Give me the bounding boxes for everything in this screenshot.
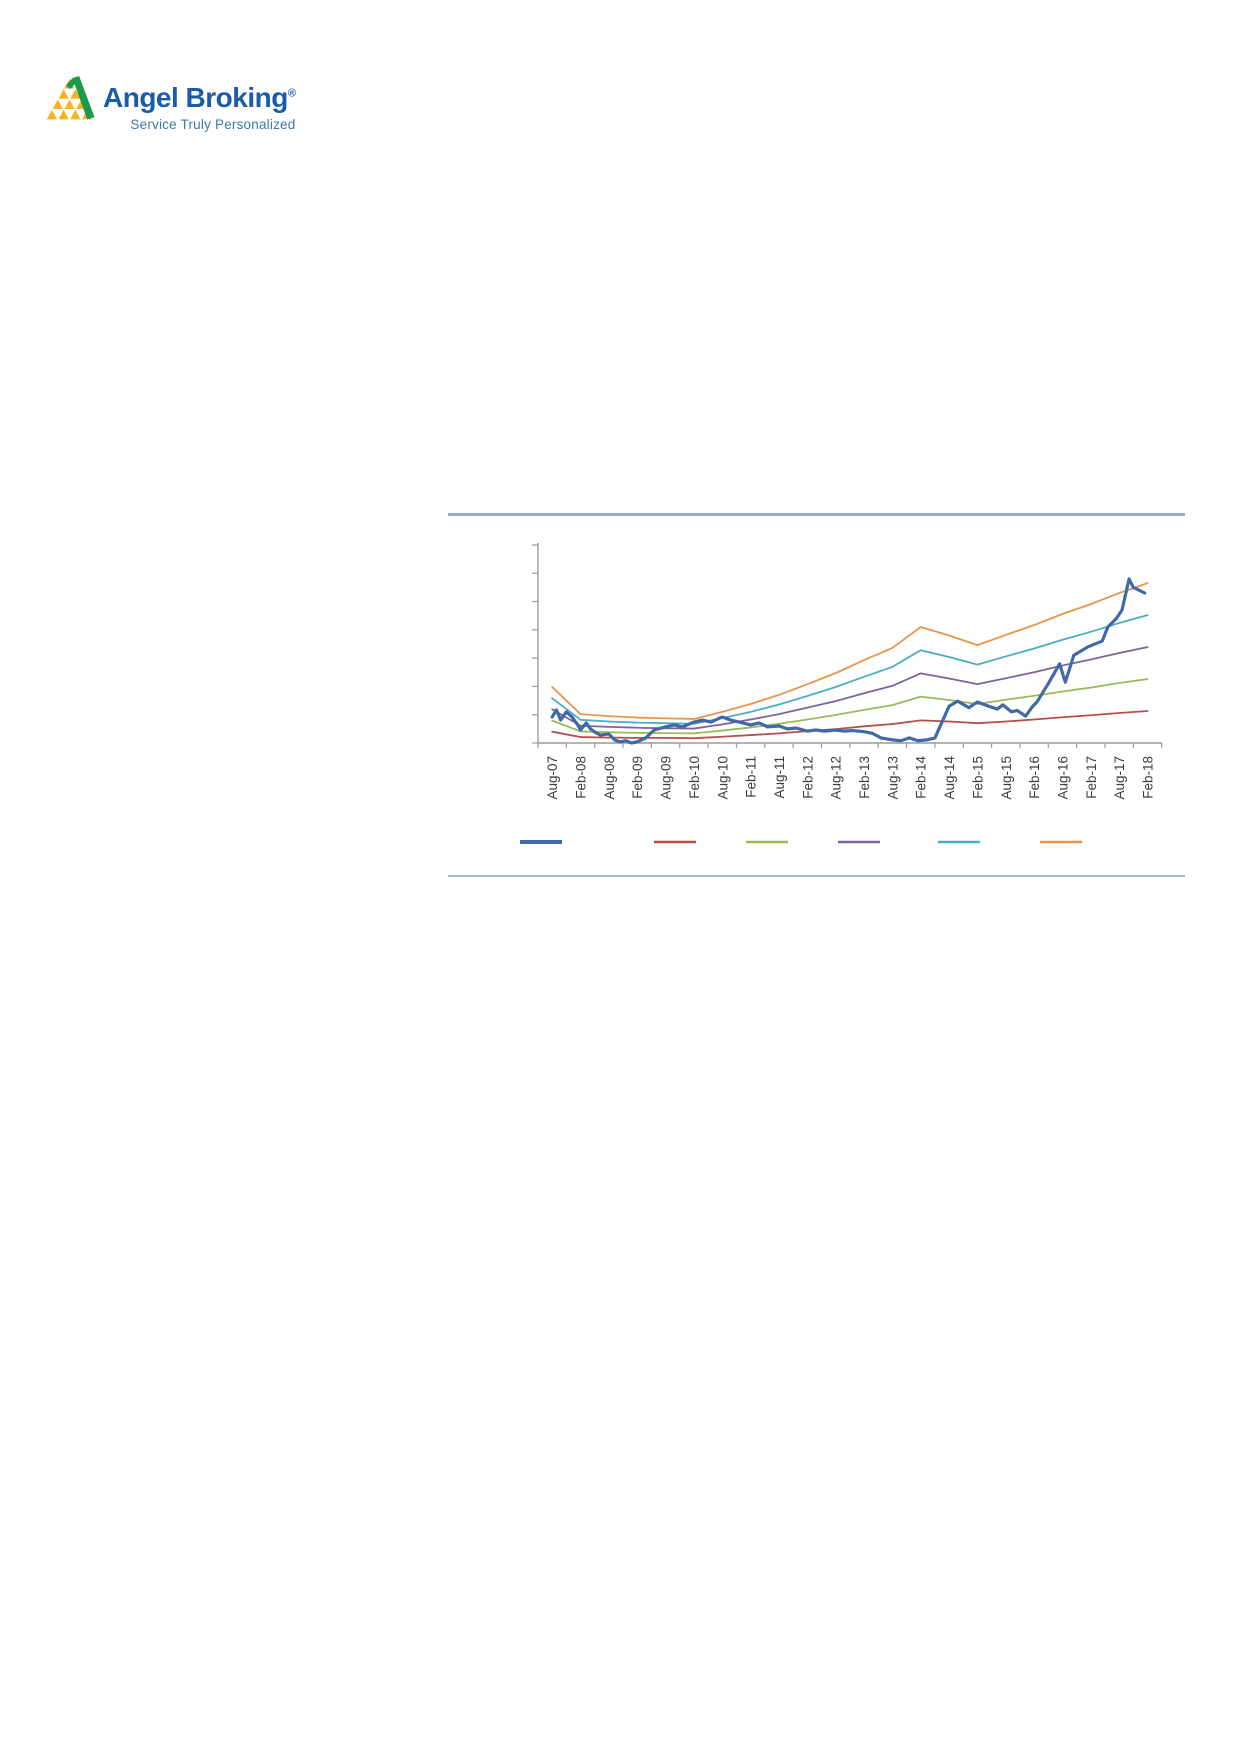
x-axis-label: Aug-10 <box>715 756 730 800</box>
band-line-green <box>551 678 1149 735</box>
x-axis-label: Feb-11 <box>744 756 759 798</box>
x-axis-label: Aug-16 <box>1055 756 1070 800</box>
price-line-blue <box>550 577 1147 745</box>
x-axis-label: Aug-09 <box>659 756 674 800</box>
x-axis-label: Aug-12 <box>829 756 844 800</box>
band-line-teal <box>551 614 1149 725</box>
legend-marker-price-line-blue <box>520 840 562 844</box>
x-axis-label: Aug-08 <box>602 756 617 800</box>
x-axis-label: Aug-11 <box>772 756 787 799</box>
legend-marker-band-line-purple <box>838 840 880 844</box>
chart-axes <box>532 543 1163 748</box>
x-axis-label: Aug-14 <box>942 756 957 800</box>
band-line-purple <box>551 646 1149 730</box>
x-axis-label: Feb-13 <box>857 756 872 799</box>
angel-broking-logo-mark-icon <box>46 75 95 120</box>
x-axis-label: Feb-09 <box>630 756 645 799</box>
x-axis-label: Feb-10 <box>687 756 702 799</box>
x-axis-label: Aug-07 <box>545 756 560 800</box>
x-axis-label: Feb-12 <box>800 756 815 799</box>
top-divider-rule <box>448 513 1185 516</box>
x-axis-label: Aug-13 <box>885 756 900 800</box>
band-line-red <box>551 710 1149 740</box>
angel-broking-logo: Angel Broking® Service Truly Personalize… <box>46 72 296 133</box>
brand-tagline: Service Truly Personalized <box>130 117 296 132</box>
x-axis-label: Feb-15 <box>970 756 985 799</box>
legend-marker-band-line-green <box>746 840 788 844</box>
x-axis-label: Feb-16 <box>1027 756 1042 799</box>
logo-text-block: Angel Broking® Service Truly Personalize… <box>103 72 296 133</box>
registered-mark: ® <box>287 87 296 100</box>
x-axis-label: Aug-15 <box>999 756 1014 800</box>
x-axis-label: Feb-08 <box>574 756 589 799</box>
legend-marker-band-line-red <box>654 840 696 844</box>
x-axis-label: Feb-18 <box>1141 756 1156 799</box>
bottom-divider-rule <box>448 875 1185 877</box>
chart-legend <box>520 840 1082 844</box>
pe-band-chart: Aug-07 Feb-08 Aug-08 Feb-09 Aug-09 Feb-10 Aug-… <box>430 530 1190 870</box>
x-axis-label: Feb-14 <box>914 756 929 799</box>
x-axis-labels: Aug-07 Feb-08 Aug-08 Feb-09 Aug-09 Feb-10 Aug-… <box>545 756 1155 800</box>
pe-band-chart-svg: Aug-07 Feb-08 Aug-08 Feb-09 Aug-09 Feb-10 Aug-… <box>520 543 1163 844</box>
x-axis-label: Feb-17 <box>1084 756 1099 799</box>
chart-series <box>550 577 1149 745</box>
band-line-orange <box>551 582 1149 720</box>
brand-name: Angel Broking® <box>103 82 296 113</box>
x-axis-label: Aug-17 <box>1112 756 1127 800</box>
legend-marker-band-line-teal <box>938 840 980 844</box>
legend-marker-band-line-orange <box>1040 840 1082 844</box>
